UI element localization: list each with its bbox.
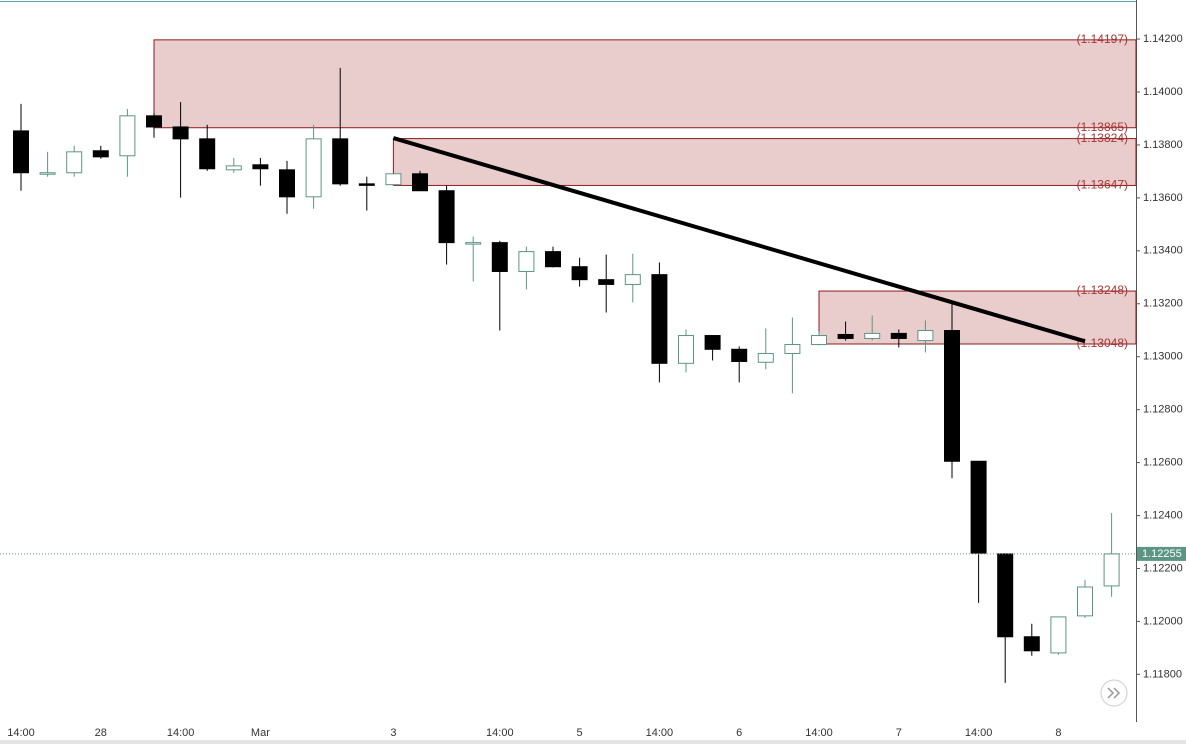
y-tick-label: 1.12600 bbox=[1143, 456, 1183, 468]
candle-body bbox=[305, 138, 322, 198]
x-tick-label: 14:00 bbox=[7, 727, 35, 739]
candle-body bbox=[917, 330, 934, 342]
y-tick-label: 1.12400 bbox=[1143, 509, 1183, 521]
candle-body bbox=[225, 165, 242, 171]
zone-label: (1.13865) bbox=[1077, 120, 1128, 134]
candle-body bbox=[199, 138, 216, 170]
x-tick-label: 14:00 bbox=[965, 727, 993, 739]
candle-body bbox=[997, 553, 1014, 638]
x-tick-label: 28 bbox=[95, 727, 107, 739]
x-tick-label: 6 bbox=[736, 727, 742, 739]
candle-body bbox=[1103, 553, 1120, 587]
candle-body bbox=[1077, 586, 1093, 617]
candle-body bbox=[279, 169, 295, 198]
zone-label: (1.13824) bbox=[1077, 131, 1128, 145]
candle-body bbox=[678, 335, 694, 364]
zone-label: (1.13647) bbox=[1077, 178, 1128, 192]
candle-body bbox=[66, 151, 83, 174]
last-price-box bbox=[1137, 546, 1186, 561]
candle-body bbox=[412, 173, 428, 192]
zone bbox=[392, 138, 1137, 186]
candle-body bbox=[438, 190, 455, 244]
x-tick-label: 14:00 bbox=[646, 727, 674, 739]
y-tick-label: 1.13000 bbox=[1143, 351, 1183, 363]
candle-body bbox=[704, 335, 721, 350]
candle-body bbox=[811, 335, 827, 346]
y-tick-label: 1.13200 bbox=[1143, 298, 1183, 310]
candle-body bbox=[624, 274, 641, 285]
y-tick-label: 1.13400 bbox=[1143, 245, 1183, 257]
x-tick-label: 14:00 bbox=[805, 727, 833, 739]
y-tick-label: 1.14000 bbox=[1143, 86, 1183, 98]
candle-body bbox=[784, 344, 801, 355]
candle-body bbox=[837, 333, 854, 339]
candle-body bbox=[332, 138, 349, 185]
candle-body bbox=[1023, 636, 1040, 652]
candle-body bbox=[92, 150, 109, 158]
zone-label: (1.14197) bbox=[1077, 32, 1128, 46]
candle-body bbox=[1050, 616, 1067, 654]
candle-body bbox=[944, 330, 960, 462]
candle-body bbox=[864, 332, 881, 339]
candle-body bbox=[39, 172, 56, 175]
x-tick-label: 14:00 bbox=[486, 727, 514, 739]
candle-body bbox=[651, 274, 668, 364]
zone-label: (1.13048) bbox=[1077, 336, 1128, 350]
bottom-bar bbox=[0, 740, 1186, 744]
candle-body bbox=[358, 183, 375, 186]
x-tick-label: 7 bbox=[896, 727, 902, 739]
zone-label: (1.13248) bbox=[1077, 283, 1128, 297]
candle-body bbox=[731, 348, 748, 362]
y-tick-label: 1.14200 bbox=[1143, 33, 1183, 45]
candle-body bbox=[757, 353, 774, 363]
y-tick-label: 1.13600 bbox=[1143, 192, 1183, 204]
last-price-label: 1.12255 bbox=[1142, 548, 1182, 560]
candle-body bbox=[890, 332, 907, 339]
candle-body bbox=[172, 126, 189, 140]
candle-body bbox=[545, 251, 561, 268]
scroll-icon[interactable] bbox=[1107, 687, 1121, 699]
x-tick-label: 5 bbox=[577, 727, 583, 739]
candle-body bbox=[13, 130, 29, 174]
y-tick-label: 1.12200 bbox=[1143, 562, 1183, 574]
candle-body bbox=[518, 251, 535, 272]
zone bbox=[153, 39, 1137, 129]
candle-body bbox=[119, 115, 136, 157]
candle-body bbox=[571, 266, 588, 281]
candle-body bbox=[146, 115, 162, 128]
x-tick-label: 14:00 bbox=[167, 727, 195, 739]
candle-body bbox=[252, 164, 269, 170]
y-tick-label: 1.11800 bbox=[1143, 668, 1182, 680]
x-tick-label: 3 bbox=[390, 727, 396, 739]
scroll-button[interactable] bbox=[1100, 679, 1128, 707]
x-tick-label: Mar bbox=[251, 727, 270, 739]
candle-body bbox=[385, 173, 402, 186]
candle-body bbox=[465, 242, 482, 245]
y-tick-label: 1.13800 bbox=[1143, 139, 1183, 151]
trendline bbox=[392, 136, 1086, 344]
y-tick-label: 1.12000 bbox=[1143, 615, 1183, 627]
y-tick-label: 1.12800 bbox=[1143, 404, 1183, 416]
candle-body bbox=[598, 279, 615, 285]
candle-body bbox=[491, 242, 508, 272]
x-tick-label: 8 bbox=[1055, 727, 1061, 739]
candle-body bbox=[970, 460, 987, 554]
